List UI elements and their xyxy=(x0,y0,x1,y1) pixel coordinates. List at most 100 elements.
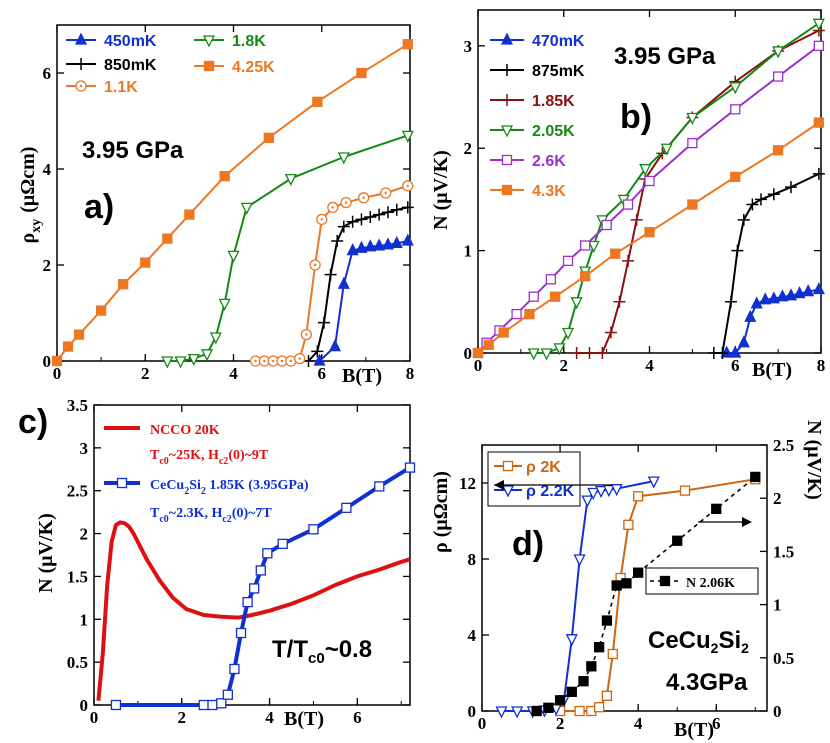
panel-c-legend-0-note-4: (0)~9T xyxy=(228,448,269,463)
panel-b-legend: 470mK 875mK 1.85K 2.05K 2.6K 4.3K xyxy=(490,32,585,200)
panel-a-series-1-point-1 xyxy=(311,345,324,358)
panel-a-xtick-label-1: 2 xyxy=(141,364,150,383)
panel-d-series-0-point-1 xyxy=(574,705,585,717)
panel-b-legend-0-marker xyxy=(500,32,514,45)
panel-a-series-1-point-11 xyxy=(390,203,403,216)
panel-c-series-1-point-14 xyxy=(374,481,385,492)
panel-a-ylabel-unit: (μΩcm) xyxy=(17,147,39,213)
panel-d-series-0-point-5 xyxy=(607,648,618,660)
panel-d-xtick-label-3: 6 xyxy=(712,714,721,733)
panel-c-series-0-line xyxy=(96,520,411,701)
panel-c-legend-1-label: CeCu2Si2 1.85K (3.95GPa) xyxy=(150,478,309,497)
panel-c-ytick-label-7: 3.5 xyxy=(67,396,88,415)
panel-a-series-0-line xyxy=(318,240,409,362)
panel-b-series-3-point-11 xyxy=(686,112,699,125)
panel-a-series-1-point-6 xyxy=(346,215,359,228)
panel-d-ytick-right-label-2: 1 xyxy=(773,596,782,615)
panel-c-legend-1-label-0: CeCu xyxy=(150,478,184,493)
panel-c-legend-1-label-2: Si xyxy=(189,478,201,493)
panel-a-series-2-point-9 xyxy=(327,201,339,214)
panel-a-series-2-point-6-dot xyxy=(305,333,308,336)
panel-a-series-2-point-11 xyxy=(358,192,370,204)
panel-c-series-1-point-11 xyxy=(277,538,288,550)
panel-a-series-4-point-10 xyxy=(312,96,323,107)
panel-b-legend-5-label: 4.3K xyxy=(532,183,566,200)
panel-d-legend-2-marker xyxy=(659,575,671,587)
panel-b-xtick-label-3: 6 xyxy=(731,356,740,375)
panel-d-ytick-right-label-4: 2 xyxy=(773,489,782,508)
panel-c-series-1-point-1 xyxy=(198,699,209,711)
panel-d-material-a-sub: 2 xyxy=(711,640,719,656)
panel-b-series-0-point-6 xyxy=(767,291,780,304)
panel-a-series-2-point-9-dot xyxy=(331,206,334,209)
panel-b-legend-1-marker xyxy=(501,64,513,76)
panel-a-series-3-point-4 xyxy=(209,332,222,345)
panel-d-series-2-point-8 xyxy=(611,580,622,591)
panel-b-series-0-point-11 xyxy=(812,282,825,295)
panel-b-series-0-point-3 xyxy=(744,309,757,322)
panel-a-series-4-point-12 xyxy=(402,39,413,50)
panel-c-ylabel: N (μV/K) xyxy=(35,513,57,593)
panel-b-label: b) xyxy=(620,98,652,136)
panel-d-series-2-point-11 xyxy=(672,535,683,546)
panel-b-xtick-label-4: 8 xyxy=(817,356,826,375)
panel-c-series xyxy=(96,462,416,711)
panel-a-series-1-point-5 xyxy=(337,220,350,233)
panel-b-legend-3-label: 2.05K xyxy=(532,123,575,140)
panel-a-series-3-point-3 xyxy=(200,349,214,362)
panel-b-ylabel: N (μV/K) xyxy=(430,150,452,230)
panel-d-legend-0-marker xyxy=(502,460,514,472)
panel-b-xtick-label-0: 0 xyxy=(474,356,483,375)
panel-a-series-4-point-2 xyxy=(73,329,85,340)
panel-c-xtick-label-2: 4 xyxy=(265,708,274,727)
panel-b-series-5-point-2 xyxy=(498,327,509,338)
panel-a-series-4-point-0 xyxy=(51,355,63,367)
panel-a-series-2-point-5-dot xyxy=(298,357,301,360)
panel-c-series-1-point-0 xyxy=(110,699,122,711)
panel-b-series-1-point-4 xyxy=(737,213,750,226)
panel-b-pressure: 3.95 GPa xyxy=(614,43,716,70)
panel-b-legend-2-label: 1.85K xyxy=(532,93,575,110)
panel-d-xtick-label-1: 2 xyxy=(556,714,565,733)
panel-d-series-1-point-0 xyxy=(495,706,508,719)
panel-a-series-1-point-4 xyxy=(331,235,344,247)
panel-c-series-1-point-7 xyxy=(242,596,253,608)
panel-a-series-1-line xyxy=(307,206,409,362)
panel-a-series-3-point-7 xyxy=(240,202,253,215)
panel-d-legend-1-label: ρ 2.2K xyxy=(526,483,575,500)
panel-c-series-1-point-9 xyxy=(255,565,266,576)
panel-a-legend-3-marker xyxy=(202,35,216,48)
panel-d-series-2-point-9 xyxy=(621,578,632,589)
panel-b-series-4-point-13 xyxy=(772,71,784,82)
panel-c-ratio-tail: ~0.8 xyxy=(325,636,372,663)
panel-d-series-1-point-1 xyxy=(511,706,524,719)
panel-c-xtick-label-1: 2 xyxy=(178,708,187,727)
panel-a-series-4-point-8 xyxy=(219,171,230,182)
panel-c-ytick-label-2: 1 xyxy=(80,610,89,629)
panel-b-series-2-point-5 xyxy=(622,254,635,267)
panel-b-ticks: 0 2 4 6 8 0 1 2 3 xyxy=(464,10,826,375)
panel-c-xlabel: B(T) xyxy=(284,708,324,730)
panel-c-ratio-sub: c0 xyxy=(308,650,325,667)
panel-a-ylabel-sub: xy xyxy=(29,219,44,233)
panel-d-series-0-point-7 xyxy=(623,519,634,530)
panel-b-series-1-point-6 xyxy=(754,193,767,206)
panel-b-series-3-point-2 xyxy=(553,343,566,356)
panel-a-series-2-point-5 xyxy=(294,352,306,365)
panel-b-series-3-point-14 xyxy=(812,18,825,31)
panel-a-series-1-point-12 xyxy=(401,201,414,214)
panel-d-series-2-point-10 xyxy=(633,567,644,578)
panel-b-ytick-label-3: 3 xyxy=(464,37,473,56)
panel-b-series-2-point-6 xyxy=(630,213,643,226)
panel-d-series-2-point-3 xyxy=(566,686,577,697)
panel-c-legend-1-note-2: ~2.3K, H xyxy=(169,506,223,521)
panel-a-legend-1-marker xyxy=(75,58,87,70)
panel-c-series-1-point-10 xyxy=(262,548,273,559)
panel-b-legend-1-label: 875mK xyxy=(532,63,585,80)
panel-c-legend-1-marker xyxy=(116,477,128,489)
panel-b-ytick-label-1: 1 xyxy=(464,242,473,261)
panel-b-ytick-label-2: 2 xyxy=(464,139,473,158)
panel-d-series-1-point-13 xyxy=(647,476,660,489)
